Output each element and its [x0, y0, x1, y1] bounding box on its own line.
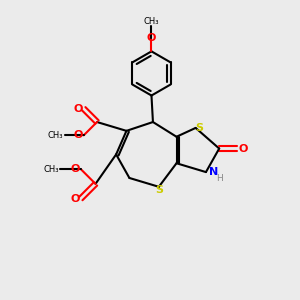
Text: CH₃: CH₃ — [144, 17, 159, 26]
Text: S: S — [155, 185, 163, 195]
Text: O: O — [147, 33, 156, 43]
Text: CH₃: CH₃ — [48, 131, 63, 140]
Text: S: S — [195, 123, 203, 133]
Text: H: H — [216, 174, 223, 183]
Text: CH₃: CH₃ — [43, 165, 59, 174]
Text: O: O — [238, 143, 248, 154]
Text: O: O — [70, 164, 80, 174]
Text: O: O — [71, 194, 80, 204]
Text: O: O — [74, 104, 83, 114]
Text: N: N — [209, 167, 218, 177]
Text: O: O — [73, 130, 83, 140]
